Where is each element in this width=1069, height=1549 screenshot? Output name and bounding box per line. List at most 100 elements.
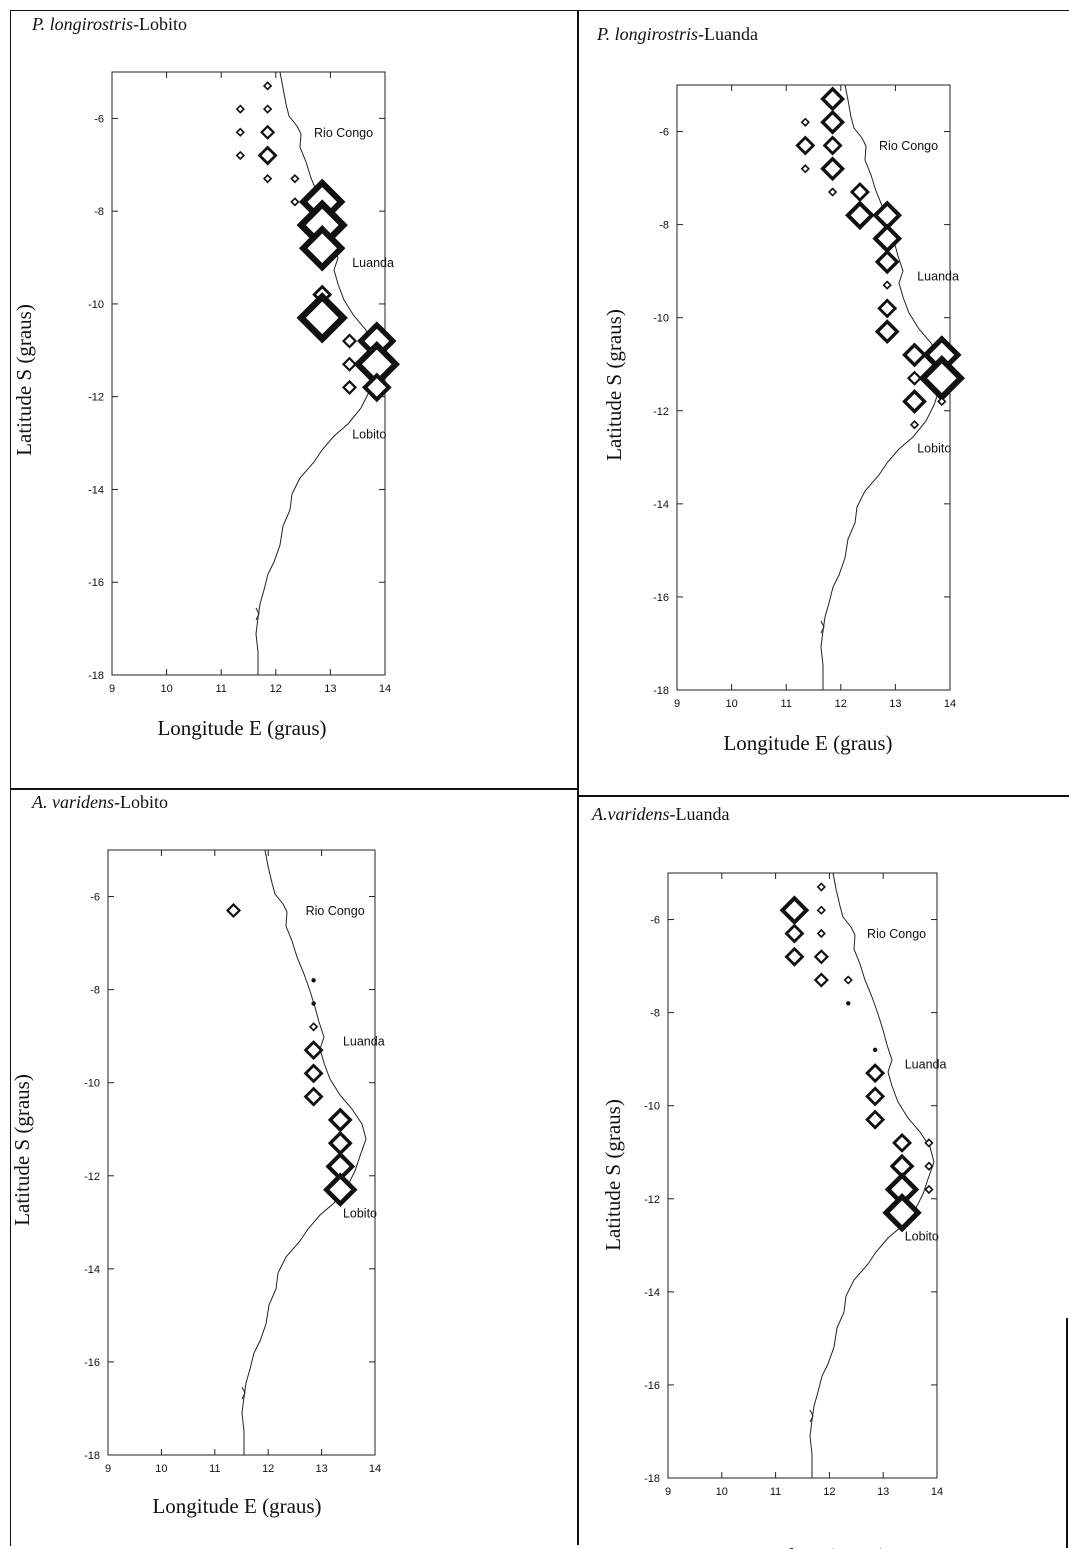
x-tick-label: 14 <box>944 698 956 710</box>
station-marker <box>341 379 358 395</box>
station-marker <box>257 145 278 166</box>
station-marker <box>813 972 829 988</box>
station-marker <box>874 249 900 275</box>
station-marker <box>845 200 875 231</box>
site-name: -Lobito <box>133 14 188 34</box>
x-tick-label: 13 <box>889 698 901 710</box>
station-marker <box>795 135 816 156</box>
y-tick-label: -6 <box>659 127 669 139</box>
station-marker <box>298 225 346 272</box>
site-name: -Luanda <box>698 24 758 44</box>
x-tick-label: 11 <box>780 698 791 710</box>
station-marker <box>341 333 358 349</box>
station-marker <box>902 342 927 368</box>
station-marker <box>892 1132 913 1153</box>
y-tick-label: -6 <box>90 892 100 904</box>
y-tick-label: -16 <box>644 1380 660 1392</box>
station-marker <box>225 902 242 919</box>
station-marker <box>882 280 892 290</box>
station-marker <box>849 182 870 203</box>
x-tick-label: 10 <box>716 1486 728 1498</box>
vertical-divider <box>577 10 579 1545</box>
station-marker <box>902 389 927 414</box>
station-marker <box>816 905 826 915</box>
station-marker <box>235 104 245 114</box>
y-axis-title: Latitude S (graus) <box>10 1074 34 1226</box>
species-name: A.varidens <box>592 804 670 824</box>
station-marker <box>865 1063 886 1084</box>
x-tick-label: 9 <box>665 1486 671 1498</box>
place-label: Luanda <box>352 256 394 270</box>
station-marker <box>235 127 245 137</box>
species-name: A. varidens <box>32 792 114 812</box>
station-marker <box>800 117 810 127</box>
coastline <box>241 849 367 1455</box>
panel-title: A.varidens-Luanda <box>592 804 729 825</box>
y-tick-label: -18 <box>84 1450 100 1462</box>
station-marker <box>290 174 300 184</box>
y-tick-label: -14 <box>644 1287 660 1299</box>
place-label: Luanda <box>343 1034 385 1048</box>
station-marker <box>311 1001 316 1006</box>
station-marker <box>308 1022 319 1032</box>
panel-title: A. varidens-Lobito <box>32 792 168 813</box>
station-marker <box>906 370 923 386</box>
station-marker <box>296 292 348 344</box>
station-marker <box>341 356 358 372</box>
y-axis-title: Latitude S (graus) <box>601 1099 625 1251</box>
y-axis-title: Latitude S (graus) <box>12 304 36 456</box>
y-tick-label: -10 <box>644 1101 660 1113</box>
y-tick-label: -6 <box>650 915 660 927</box>
station-marker <box>327 1107 353 1133</box>
station-marker <box>290 197 300 207</box>
station-marker <box>303 1040 324 1061</box>
station-marker <box>262 104 273 114</box>
y-tick-label: -8 <box>94 206 104 218</box>
station-marker <box>311 978 316 983</box>
x-tick-label: 12 <box>823 1486 835 1498</box>
x-tick-label: 13 <box>877 1486 889 1498</box>
y-tick-label: -18 <box>653 685 669 697</box>
place-label: Lobito <box>352 427 386 441</box>
place-label: Rio Congo <box>867 927 926 941</box>
station-marker <box>865 1109 886 1130</box>
station-marker <box>820 109 846 135</box>
place-label: Rio Congo <box>306 904 365 918</box>
x-tick-label: 10 <box>155 1463 167 1475</box>
station-marker <box>820 86 846 112</box>
species-name: P. longirostris <box>32 14 134 34</box>
x-tick-label: 10 <box>160 683 172 695</box>
station-marker <box>800 164 810 174</box>
x-tick-label: 14 <box>369 1463 381 1475</box>
y-tick-label: -10 <box>653 313 669 325</box>
place-label: Luanda <box>905 1057 947 1071</box>
right-edge-tick <box>1066 1318 1068 1548</box>
y-tick-label: -12 <box>84 1171 100 1183</box>
y-axis-title: Latitude S (graus) <box>602 309 626 461</box>
x-axis-title: Longitude E (graus) <box>152 1494 321 1518</box>
x-axis-title: Longitude E (graus) <box>723 731 892 755</box>
y-tick-label: -10 <box>88 299 104 311</box>
horizontal-divider-right <box>577 795 1069 797</box>
station-marker <box>846 1001 851 1006</box>
station-marker <box>813 949 829 965</box>
station-marker <box>820 156 846 182</box>
x-tick-label: 9 <box>109 683 115 695</box>
station-marker <box>260 124 276 140</box>
x-tick-label: 13 <box>315 1463 327 1475</box>
y-tick-label: -16 <box>653 592 669 604</box>
station-marker <box>909 420 920 430</box>
station-marker <box>924 1184 934 1195</box>
station-marker <box>784 946 805 967</box>
coastline <box>809 872 935 1478</box>
y-tick-label: -14 <box>88 484 104 496</box>
x-axis-title: Longitude E (graus) <box>157 716 326 740</box>
station-marker <box>816 882 826 892</box>
y-tick-label: -14 <box>653 499 669 511</box>
station-marker <box>816 928 826 939</box>
y-tick-label: -16 <box>84 1357 100 1369</box>
x-tick-label: 11 <box>770 1486 781 1498</box>
panel-title: P. longirostris-Luanda <box>597 24 758 45</box>
